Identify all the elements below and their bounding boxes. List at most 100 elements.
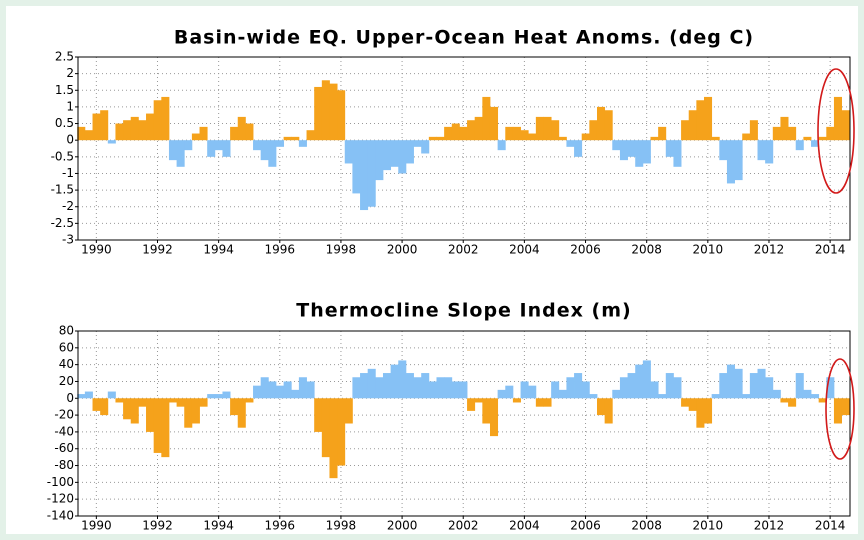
bar [757,140,766,161]
y-tick-label: -20 [54,408,74,422]
bar [107,391,116,399]
bar [459,381,468,399]
bar [329,398,338,479]
bar [558,389,567,399]
bar [467,120,476,141]
bar [298,140,307,147]
x-tick-label: 2014 [815,243,846,257]
bar [428,136,437,141]
bar [818,398,827,403]
bar [260,377,269,399]
bar [360,373,369,399]
bar [230,126,239,141]
bar [528,385,537,399]
bar [596,106,606,141]
bar [337,90,346,141]
bar [788,398,797,407]
bar [704,398,713,424]
bar [237,116,246,141]
bar [321,398,330,458]
bar [405,373,414,399]
bar [176,398,185,407]
bar [543,116,552,141]
x-tick-label: 1996 [265,519,296,533]
bar [467,398,476,411]
y-tick-label: -140 [47,509,74,523]
bar [665,373,674,399]
bar [489,106,499,141]
bar [627,140,636,157]
bar [444,126,453,141]
bar [115,123,124,141]
bar [581,381,590,399]
bar [658,126,667,141]
bar [551,120,560,141]
bar [811,140,820,147]
y-tick-label: -80 [54,458,74,472]
bar [367,140,376,207]
bar [505,126,514,141]
bar [237,398,246,428]
bar [841,110,850,141]
bar [612,389,621,399]
bar [245,398,254,403]
bar [642,140,651,164]
bar [184,140,193,151]
bar [711,394,720,399]
bar [245,123,254,141]
x-tick-label: 2010 [693,519,724,533]
bar [589,120,598,141]
y-tick-label: -100 [47,475,74,489]
bar [474,116,483,141]
bar [298,377,307,399]
bar [566,377,575,399]
bar [650,381,659,399]
bar [191,398,200,424]
x-tick-label: 1998 [326,243,357,257]
bar [742,394,751,399]
bar [635,140,644,167]
bar [146,398,155,432]
bar [512,126,521,141]
bar [283,136,292,141]
bar [214,394,223,399]
bar [191,133,200,141]
bar [199,126,208,141]
x-tick-label: 1994 [203,519,234,533]
bar [619,140,628,161]
bar [688,398,697,411]
bar [833,398,842,424]
bar [84,391,93,399]
bar [711,136,720,141]
bar [352,140,361,194]
chart-title: Basin-wide EQ. Upper-Ocean Heat Anoms. (… [174,27,754,49]
bar [421,140,430,154]
bar [138,398,147,407]
bar [436,377,445,399]
y-tick-label: 0 [66,391,74,405]
bar [650,136,659,141]
y-tick-label: 2 [66,66,74,80]
bar [275,140,285,147]
bar [375,140,384,181]
bar [344,140,353,164]
x-tick-label: 2000 [387,243,418,257]
bar [765,377,774,399]
x-tick-label: 2006 [570,519,601,533]
bar [153,398,162,453]
bar [344,398,353,424]
bar [566,140,575,147]
y-tick-label: -60 [54,441,74,455]
bar [505,385,514,399]
bar [321,80,330,141]
y-tick-label: 0 [66,133,74,147]
bar [818,136,827,141]
bar [253,140,262,151]
x-tick-label: 2014 [815,519,846,533]
bar [375,377,384,399]
bar [161,398,170,458]
x-tick-label: 2000 [387,519,418,533]
bar [497,140,506,151]
bar [749,120,758,141]
bar [558,136,567,141]
